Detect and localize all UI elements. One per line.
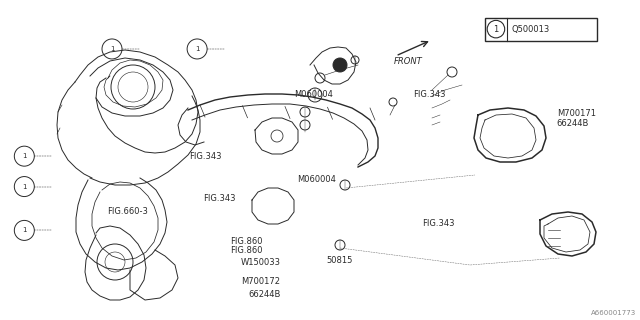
Bar <box>485 18 597 41</box>
Text: 1: 1 <box>22 153 27 159</box>
Text: FIG.343: FIG.343 <box>189 152 221 161</box>
Text: 1: 1 <box>493 25 499 34</box>
Text: 50815: 50815 <box>326 256 353 265</box>
Text: 66244B: 66244B <box>248 290 281 299</box>
Text: M060004: M060004 <box>298 175 337 184</box>
Text: FIG.343: FIG.343 <box>422 220 455 228</box>
Text: M700172: M700172 <box>241 277 280 286</box>
Text: 1: 1 <box>22 184 27 189</box>
Text: M060004: M060004 <box>294 90 333 99</box>
Text: M700171: M700171 <box>557 109 596 118</box>
Circle shape <box>333 58 347 72</box>
Text: FIG.343: FIG.343 <box>413 90 445 99</box>
Text: 66244B: 66244B <box>557 119 589 128</box>
Text: FIG.660-3: FIG.660-3 <box>108 207 148 216</box>
Text: 1: 1 <box>195 46 200 52</box>
Text: FIG.343: FIG.343 <box>204 194 236 203</box>
Text: A660001773: A660001773 <box>591 310 636 316</box>
Text: W150033: W150033 <box>241 258 280 267</box>
Text: FRONT: FRONT <box>394 57 422 66</box>
Text: 1: 1 <box>109 46 115 52</box>
Text: Q500013: Q500013 <box>511 25 549 34</box>
Text: 1: 1 <box>22 228 27 233</box>
Text: FIG.860: FIG.860 <box>230 246 263 255</box>
Text: FIG.860: FIG.860 <box>230 237 263 246</box>
